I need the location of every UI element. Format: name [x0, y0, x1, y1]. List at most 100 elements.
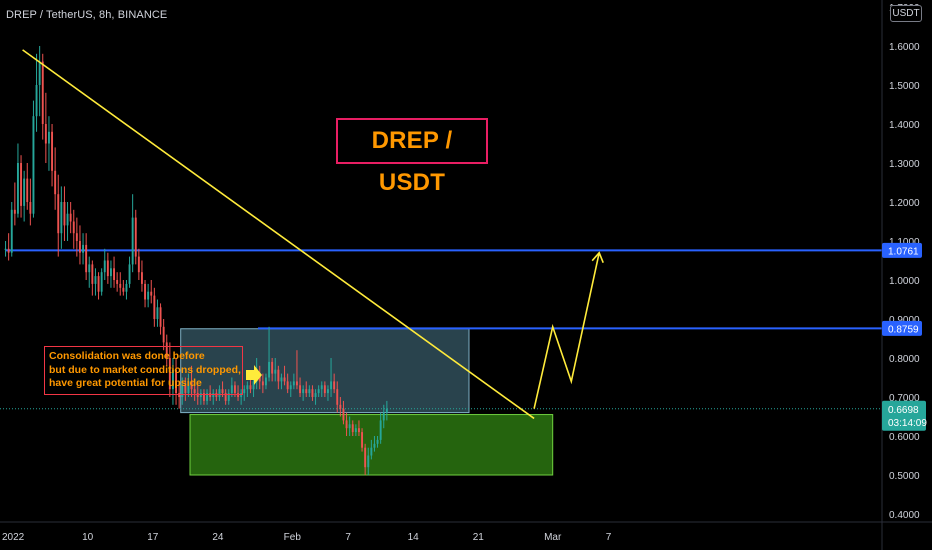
candle-body [243, 389, 246, 394]
candle [302, 385, 305, 401]
candle [237, 385, 240, 401]
candle [4, 241, 7, 257]
candle-body [348, 424, 351, 429]
candle [82, 233, 85, 265]
candle [41, 53, 44, 140]
annotation-title: DREP / USDT [336, 118, 488, 196]
candle-body [165, 342, 168, 358]
current-price-label: 0.6698 [888, 405, 919, 416]
candle-body [308, 389, 311, 394]
note-line-2: but due to market conditions dropped, [49, 363, 241, 376]
candle [274, 358, 277, 382]
candle-body [299, 385, 302, 394]
y-tick-label: 1.4000 [889, 120, 920, 131]
candle [376, 436, 379, 448]
candle [196, 385, 199, 405]
candle [218, 385, 221, 401]
candle [367, 447, 370, 475]
candle-body [227, 393, 230, 401]
candle-body [140, 272, 143, 284]
candle-body [26, 178, 29, 202]
x-tick-label: 2022 [2, 532, 25, 543]
candle [227, 389, 230, 405]
candle-body [20, 163, 23, 206]
candle [51, 124, 54, 187]
candle-body [159, 307, 162, 327]
candle [137, 248, 140, 280]
candle [209, 385, 212, 401]
candle-body [333, 381, 336, 390]
projection-path [533, 252, 600, 409]
candle [16, 143, 19, 218]
candle-body [13, 209, 16, 214]
candle [289, 381, 292, 397]
candle [128, 256, 131, 288]
candle-body [311, 389, 314, 397]
candle [246, 381, 249, 397]
candle [94, 268, 97, 296]
candle [63, 186, 66, 241]
candle-body [178, 393, 181, 397]
candle-body [91, 264, 94, 284]
price-axis-panel [882, 0, 932, 550]
candle [57, 174, 60, 257]
candle-body [317, 389, 320, 394]
level-price-tag [882, 320, 922, 336]
candle [190, 365, 193, 397]
candle-body [330, 381, 333, 390]
candle [140, 260, 143, 292]
y-tick-label: 0.6000 [889, 432, 920, 443]
candle-body [252, 381, 255, 390]
candle-body [295, 381, 298, 386]
candle [69, 202, 72, 234]
candle [54, 147, 57, 210]
candle [240, 389, 243, 405]
candle-body [187, 381, 190, 394]
candle [311, 385, 314, 401]
candle [97, 272, 100, 300]
candle-body [196, 393, 199, 397]
note-line-3: have great potential for upside [49, 377, 202, 389]
candle [109, 260, 112, 288]
candle [271, 358, 274, 382]
candle [26, 163, 29, 210]
candle [156, 299, 159, 327]
candle [336, 381, 339, 413]
candle-body [264, 377, 267, 386]
candle [32, 100, 35, 218]
candle [292, 373, 295, 390]
candle [35, 53, 38, 132]
currency-unit-badge[interactable]: USDT [890, 5, 922, 22]
candle-body [339, 404, 342, 409]
candle-body [44, 124, 47, 144]
candle-body [82, 244, 85, 253]
y-tick-label: 1.5000 [889, 81, 920, 92]
x-tick-label: Mar [544, 532, 562, 543]
current-price-tag [882, 400, 926, 431]
y-tick-label: 0.4000 [889, 510, 920, 521]
candle [165, 334, 168, 366]
candle [153, 287, 156, 327]
candle-body [221, 389, 224, 394]
candle [85, 233, 88, 280]
candle-body [193, 389, 196, 394]
candle [320, 381, 323, 397]
candle-body [261, 381, 264, 386]
candle [38, 46, 41, 117]
candle [119, 272, 122, 296]
candle-body [72, 221, 75, 234]
x-tick-label: 7 [606, 532, 612, 543]
candle-body [289, 385, 292, 390]
candle [361, 428, 364, 452]
candle-body [122, 287, 125, 292]
candle [187, 373, 190, 397]
candle [159, 303, 162, 335]
candle-body [66, 213, 69, 226]
candle [385, 400, 388, 421]
x-tick-label: Feb [284, 532, 302, 543]
candle [168, 342, 171, 397]
candle [202, 389, 205, 405]
candle-body [16, 163, 19, 214]
y-tick-label: 0.7000 [889, 393, 920, 404]
candle [330, 358, 333, 397]
